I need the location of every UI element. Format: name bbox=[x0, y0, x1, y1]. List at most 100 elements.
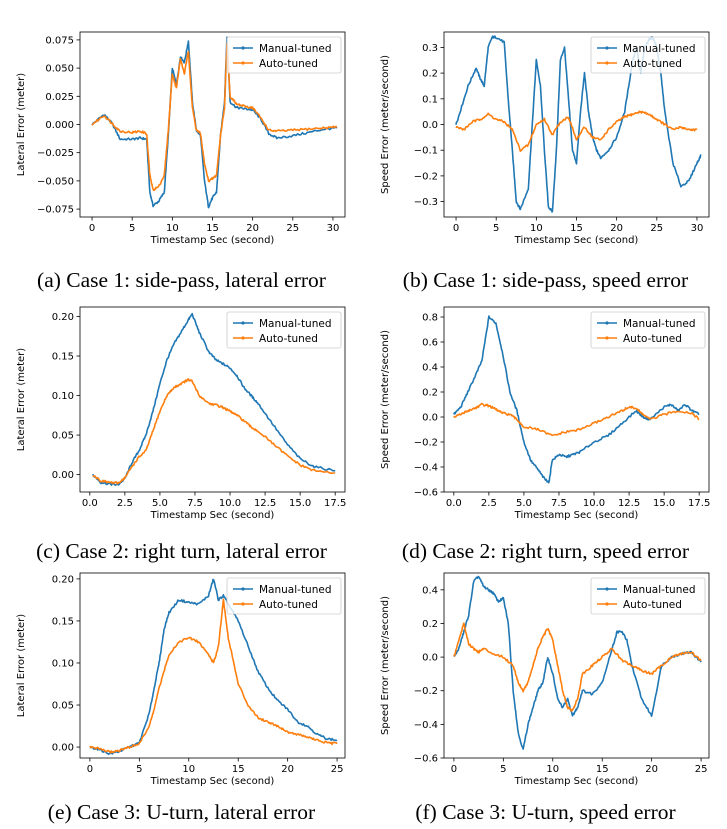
legend-label: Manual-tuned bbox=[259, 584, 332, 596]
y-tick-label: 0.0 bbox=[422, 653, 438, 664]
y-tick-label: 0.00 bbox=[52, 470, 74, 481]
legend-marker bbox=[241, 336, 245, 340]
y-tick-label: −0.2 bbox=[414, 438, 438, 449]
x-axis-label: Timestamp Sec (second) bbox=[150, 510, 275, 521]
subfigure-caption: (d) Case 2: right turn, speed error bbox=[401, 539, 690, 563]
y-tick-label: −0.6 bbox=[414, 754, 438, 765]
x-tick-label: 25 bbox=[286, 223, 299, 234]
series-line-auto-tuned bbox=[89, 598, 338, 754]
series-line-manual-tuned bbox=[453, 315, 700, 484]
y-tick-label: −0.075 bbox=[37, 205, 74, 216]
y-axis-label: Lateral Error (meter) bbox=[16, 614, 27, 718]
x-tick-label: 0.0 bbox=[82, 498, 98, 509]
legend-label: Auto-tuned bbox=[623, 599, 682, 611]
x-tick-label: 0 bbox=[453, 223, 459, 234]
plot-area bbox=[89, 578, 338, 756]
y-tick-label: 0.05 bbox=[52, 431, 74, 442]
y-tick-label: 0.3 bbox=[422, 43, 438, 54]
x-axis-label: Timestamp Sec (second) bbox=[150, 776, 275, 787]
chart-panel: 0.0 2.5 5.0 7.5 10.0 12.5 15.0 17.5 0.00 0.05 0.10… bbox=[0, 287, 363, 563]
x-tick-label: 10.0 bbox=[219, 498, 241, 509]
legend-label: Auto-tuned bbox=[259, 599, 318, 611]
x-tick-label: 5.0 bbox=[152, 498, 168, 509]
chart-svg: 0.0 2.5 5.0 7.5 10.0 12.5 15.0 17.5 0.00 0.05 0.10… bbox=[16, 306, 346, 521]
chart-svg: 0.0 2.5 5.0 7.5 10.0 12.5 15.0 17.5 −0.6 −0.4 −0.2… bbox=[380, 306, 710, 521]
x-tick-label: 2.5 bbox=[481, 498, 497, 509]
legend-box bbox=[226, 36, 342, 74]
x-tick-label: 5 bbox=[129, 223, 135, 234]
legend-marker bbox=[241, 587, 245, 591]
x-tick-label: 20 bbox=[281, 764, 294, 775]
series-line-auto-tuned bbox=[453, 402, 700, 437]
legend-box bbox=[590, 577, 706, 615]
x-tick-label: 15 bbox=[596, 764, 609, 775]
series-line-manual-tuned bbox=[89, 578, 338, 756]
legend-label: Auto-tuned bbox=[259, 333, 318, 345]
axes-frame bbox=[443, 572, 710, 759]
y-tick-label: 0.20 bbox=[52, 312, 74, 323]
axes-frame bbox=[443, 306, 710, 493]
chart-panel: 0 5 10 15 20 25 0.00 0.05 0.10 0.15 0.20 Timestamp … bbox=[0, 553, 363, 829]
chart-svg: 0 5 10 15 20 25 0.00 0.05 0.10 0.15 0.20 Timestamp … bbox=[16, 572, 346, 787]
legend-marker bbox=[605, 336, 609, 340]
y-tick-label: 0.075 bbox=[45, 35, 74, 46]
y-tick-label: 0.2 bbox=[422, 69, 438, 80]
subfigure-caption: (e) Case 3: U-turn, lateral error bbox=[47, 800, 316, 824]
legend-label: Manual-tuned bbox=[623, 43, 696, 55]
x-tick-label: 5 bbox=[136, 764, 142, 775]
legend-label: Auto-tuned bbox=[623, 333, 682, 345]
y-tick-label: 0.10 bbox=[52, 391, 74, 402]
x-tick-label: 7.5 bbox=[187, 498, 203, 509]
chart-panel: 0 5 10 15 20 25 −0.6 −0.4 −0.2 0.0 0.2 0.4 Timestamp… bbox=[364, 553, 727, 829]
series-line-auto-tuned bbox=[92, 378, 336, 485]
y-tick-label: 0.1 bbox=[422, 94, 438, 105]
subfigure-caption: (b) Case 1: side-pass, speed error bbox=[402, 268, 689, 292]
legend-marker bbox=[605, 321, 609, 325]
x-axis-label: Timestamp Sec (second) bbox=[514, 776, 639, 787]
x-tick-label: 7.5 bbox=[551, 498, 567, 509]
chart-panel: 0.0 2.5 5.0 7.5 10.0 12.5 15.0 17.5 −0.6 −0.4 −0.2… bbox=[364, 287, 727, 563]
x-tick-label: 12.5 bbox=[254, 498, 276, 509]
plot-area bbox=[91, 312, 336, 486]
legend-marker bbox=[241, 46, 245, 50]
x-tick-label: 10.0 bbox=[583, 498, 605, 509]
legend-marker bbox=[605, 46, 609, 50]
subfigure-caption: (a) Case 1: side-pass, lateral error bbox=[37, 268, 326, 292]
y-axis-label: Speed Error (meter/second) bbox=[380, 596, 391, 735]
x-tick-label: 2.5 bbox=[117, 498, 133, 509]
y-tick-label: 0.050 bbox=[45, 64, 74, 75]
series-line-manual-tuned bbox=[91, 312, 336, 486]
x-tick-label: 5 bbox=[500, 764, 506, 775]
y-axis-label: Lateral Error (meter) bbox=[16, 73, 27, 177]
chart-svg: 0 5 10 15 20 25 30 −0.3 −0.2 −0.1 0.0 0.1 0.2 0.3 Time… bbox=[380, 31, 710, 246]
x-tick-label: 10 bbox=[166, 223, 179, 234]
chart-panel: 0 5 10 15 20 25 30 −0.075 −0.050 −0.025 0.000 0.025… bbox=[0, 12, 363, 292]
x-tick-label: 10 bbox=[182, 764, 195, 775]
x-tick-label: 12.5 bbox=[618, 498, 640, 509]
y-tick-label: 0.4 bbox=[422, 363, 438, 374]
x-tick-label: 15 bbox=[206, 223, 219, 234]
x-tick-label: 20 bbox=[610, 223, 623, 234]
y-tick-label: −0.4 bbox=[414, 720, 438, 731]
y-tick-label: −0.1 bbox=[414, 146, 438, 157]
series-line-manual-tuned bbox=[453, 575, 702, 750]
y-axis-label: Speed Error (meter/second) bbox=[380, 55, 391, 194]
plot-area bbox=[91, 36, 338, 209]
series-line-auto-tuned bbox=[91, 42, 338, 192]
x-tick-label: 5 bbox=[493, 223, 499, 234]
plot-area bbox=[453, 315, 700, 484]
y-tick-label: −0.6 bbox=[414, 488, 438, 499]
y-axis-label: Speed Error (meter/second) bbox=[380, 330, 391, 469]
y-tick-label: 0.6 bbox=[422, 338, 438, 349]
x-tick-label: 15 bbox=[232, 764, 245, 775]
subfigure-caption: (f) Case 3: U-turn, speed error bbox=[415, 800, 676, 824]
legend-label: Manual-tuned bbox=[623, 318, 696, 330]
y-tick-label: 0.0 bbox=[422, 120, 438, 131]
y-tick-label: 0.8 bbox=[422, 313, 438, 324]
y-tick-label: 0.05 bbox=[52, 701, 74, 712]
x-tick-label: 20 bbox=[246, 223, 259, 234]
legend-box bbox=[226, 311, 342, 349]
legend-label: Auto-tuned bbox=[259, 58, 318, 70]
y-tick-label: 0.2 bbox=[422, 388, 438, 399]
x-axis-label: Timestamp Sec (second) bbox=[514, 510, 639, 521]
